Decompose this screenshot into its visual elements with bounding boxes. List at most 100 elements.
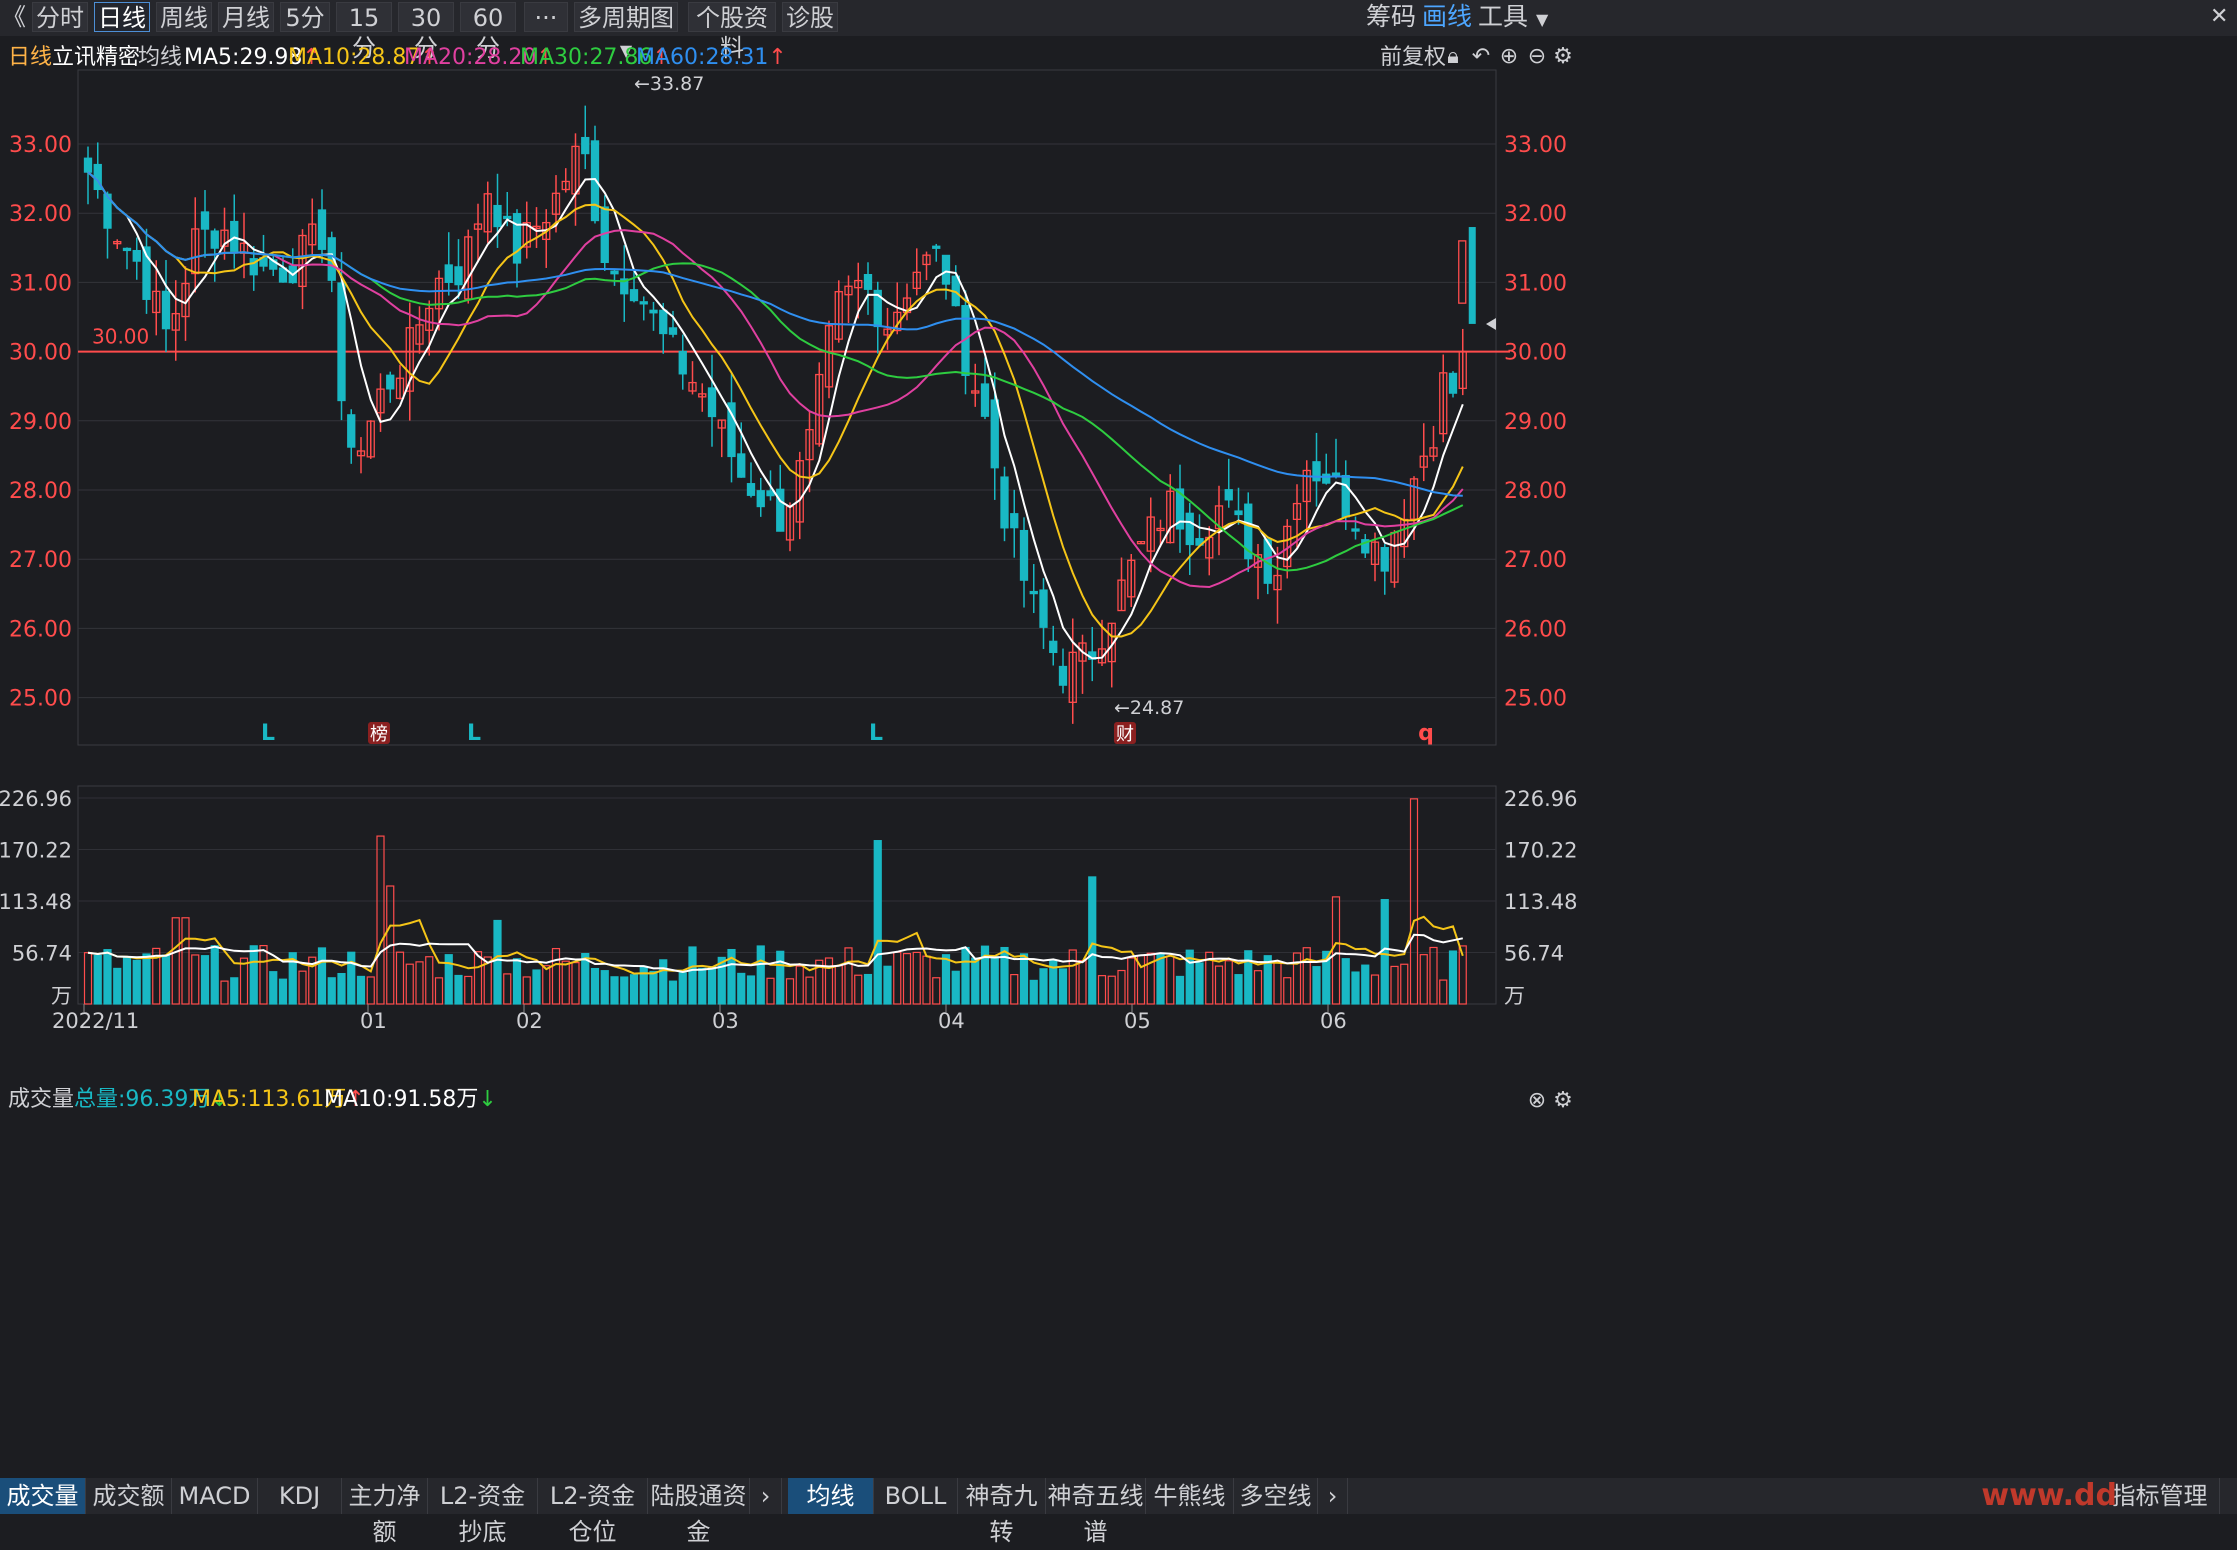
lock-icon[interactable]: 🔒︎ bbox=[1447, 44, 1459, 69]
stock-profile-button[interactable]: 个股资料 bbox=[688, 2, 776, 62]
price-axis-label-left: 32.00 bbox=[9, 202, 72, 227]
zoom-in-icon[interactable]: ⊕ bbox=[1499, 44, 1519, 69]
ma30-line bbox=[87, 171, 1464, 572]
volume-bar-down bbox=[200, 955, 210, 1005]
volume-settings-icon[interactable]: ⚙ bbox=[1553, 1088, 1573, 1113]
price-axis-label-right: 33.00 bbox=[1504, 133, 1567, 158]
candle-down bbox=[1010, 513, 1019, 529]
period-tab-30min[interactable]: 30分 bbox=[398, 2, 454, 62]
candle-up bbox=[893, 311, 902, 332]
candle-down bbox=[1244, 503, 1253, 560]
ma10-value: MA10:28.87↑ bbox=[288, 45, 439, 70]
volume-bar-up bbox=[824, 957, 834, 1005]
chevron-right-icon[interactable]: › bbox=[750, 1478, 782, 1514]
tab-magic-nine[interactable]: 神奇九转 bbox=[958, 1478, 1046, 1546]
candle-up bbox=[308, 223, 317, 246]
volume-bar-up bbox=[1429, 946, 1438, 1005]
candle-up bbox=[1400, 518, 1409, 548]
candle-down bbox=[347, 414, 356, 448]
chevron-right-icon[interactable]: › bbox=[1318, 1478, 1348, 1514]
high-price-label: ←33.87 bbox=[634, 73, 704, 95]
zoom-out-icon[interactable]: ⊖ bbox=[1527, 44, 1547, 69]
period-tab-5min[interactable]: 5分 bbox=[280, 2, 330, 32]
undo-icon[interactable]: ↶ bbox=[1471, 44, 1491, 69]
tab-boll[interactable]: BOLL bbox=[874, 1478, 958, 1514]
candle-up bbox=[220, 229, 229, 247]
period-tab-daily[interactable]: 日线 bbox=[94, 2, 150, 32]
tab-volume[interactable]: 成交量 bbox=[0, 1478, 86, 1514]
candle-up bbox=[191, 228, 200, 275]
volume-bar-up bbox=[405, 963, 414, 1005]
close-icon[interactable]: ✕ bbox=[2210, 4, 2229, 29]
volume-bar-down bbox=[1039, 968, 1048, 1005]
tab-l2-bottom[interactable]: L2-资金抄底 bbox=[428, 1478, 538, 1546]
price-axis-label-left: 25.00 bbox=[9, 687, 72, 712]
price-axis-label-left: 28.00 bbox=[9, 479, 72, 504]
back-icon[interactable]: 《 bbox=[2, 3, 26, 31]
candle-up bbox=[883, 328, 892, 336]
candle-up bbox=[1458, 240, 1467, 304]
tab-macd[interactable]: MACD bbox=[172, 1478, 258, 1514]
candle-up bbox=[571, 145, 580, 195]
candle-down bbox=[278, 267, 288, 283]
volume-axis-label-left: 170.22 bbox=[0, 839, 72, 863]
ma10-line bbox=[87, 171, 1464, 638]
price-axis-label-left: 26.00 bbox=[9, 617, 72, 642]
period-tab-15min[interactable]: 15分 bbox=[336, 2, 392, 62]
volume-axis-label-right: 56.74 bbox=[1504, 942, 1564, 966]
adjust-mode-button[interactable]: 前复权 bbox=[1380, 45, 1447, 70]
candle-down bbox=[444, 264, 453, 283]
volume-bar-down bbox=[1000, 946, 1009, 1005]
volume-bar-down bbox=[951, 970, 960, 1005]
candle-down bbox=[269, 259, 278, 270]
volume-bar-up bbox=[308, 956, 317, 1005]
period-tab-weekly[interactable]: 周线 bbox=[156, 2, 212, 32]
volume-bar-up bbox=[181, 917, 190, 1005]
period-tab-intraday[interactable]: 分时 bbox=[32, 2, 88, 32]
volume-bar-down bbox=[230, 977, 239, 1005]
tab-ma[interactable]: 均线 bbox=[788, 1478, 874, 1514]
tools-dropdown[interactable]: 工具 ▼ bbox=[1478, 2, 1548, 32]
chips-button[interactable]: 筹码 bbox=[1366, 2, 1417, 31]
tab-l2-position[interactable]: L2-资金仓位 bbox=[538, 1478, 648, 1546]
volume-bar-down bbox=[288, 952, 297, 1005]
candle-down bbox=[1000, 476, 1009, 529]
tools-label: 工具 bbox=[1478, 2, 1529, 31]
price-axis-label-left: 31.00 bbox=[9, 271, 72, 296]
diagnose-button[interactable]: 诊股 bbox=[782, 2, 838, 32]
stock-chart[interactable]: 33.00 33.00 32.00 32.00 31.00 31.00 30.00 30.00… bbox=[0, 0, 2237, 1514]
volume-bar-up bbox=[1409, 798, 1419, 1005]
multi-period-dropdown[interactable]: 多周期图 ▼ bbox=[574, 2, 678, 60]
draw-line-button[interactable]: 画线 bbox=[1422, 2, 1473, 31]
candle-down bbox=[1263, 538, 1272, 584]
volume-bar-up bbox=[834, 965, 843, 1005]
candle-up bbox=[1156, 527, 1165, 532]
candle-down bbox=[1175, 488, 1185, 530]
tab-kdj[interactable]: KDJ bbox=[258, 1478, 342, 1514]
volume-bar-up bbox=[152, 947, 161, 1005]
tab-magic-five[interactable]: 神奇五线谱 bbox=[1046, 1478, 1146, 1546]
tab-bull-bear[interactable]: 牛熊线 bbox=[1146, 1478, 1234, 1514]
period-tab-60min[interactable]: 60分 bbox=[460, 2, 516, 62]
period-tab-monthly[interactable]: 月线 bbox=[218, 2, 274, 32]
volume-bar-down bbox=[1322, 950, 1331, 1005]
close-panel-icon[interactable]: ⊗ bbox=[1527, 1088, 1547, 1113]
candle-down bbox=[746, 483, 756, 496]
volume-bar-down bbox=[278, 978, 288, 1005]
candle-down bbox=[941, 254, 951, 285]
more-periods-button[interactable]: ··· bbox=[524, 2, 568, 32]
tab-stock-connect[interactable]: 陆股通资金 bbox=[648, 1478, 750, 1546]
tab-main-net[interactable]: 主力净额 bbox=[342, 1478, 428, 1546]
settings-gear-icon[interactable]: ⚙ bbox=[1553, 44, 1573, 69]
candle-up bbox=[1068, 651, 1077, 703]
tab-turnover[interactable]: 成交额 bbox=[86, 1478, 172, 1514]
candle-up bbox=[542, 221, 551, 241]
volume-bar-down bbox=[142, 953, 151, 1005]
candle-up bbox=[1429, 447, 1438, 457]
volume-bar-up bbox=[1370, 974, 1380, 1005]
volume-bar-up bbox=[571, 961, 580, 1005]
indicator-manager-button[interactable]: 指标管理 bbox=[2100, 1478, 2220, 1514]
tab-long-short[interactable]: 多空线 bbox=[1234, 1478, 1318, 1514]
candle-up bbox=[698, 393, 707, 398]
volume-bar-down bbox=[1341, 958, 1350, 1005]
